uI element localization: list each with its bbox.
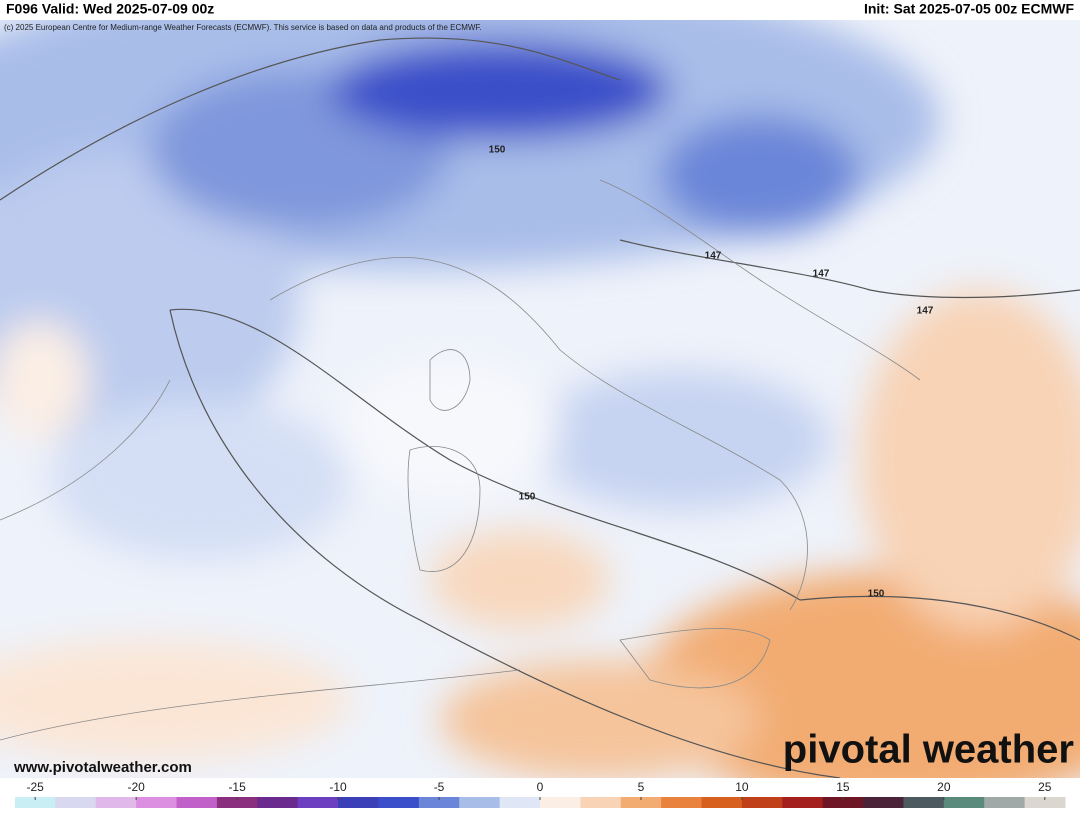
colorbar-tick-label: 15: [836, 780, 850, 794]
contour-label: 150: [519, 492, 536, 503]
colorbar-tick-label: 25: [1038, 780, 1052, 794]
header-left: F096 Valid: Wed 2025-07-09 00z: [6, 1, 214, 17]
copyright: (c) 2025 European Centre for Medium-rang…: [4, 23, 482, 32]
colorbar-tick-label: 20: [937, 780, 951, 794]
colorbar-segment: [943, 797, 985, 808]
colorbar-segment: [378, 797, 420, 808]
colorbar-segment: [176, 797, 218, 808]
colorbar-segment: [459, 797, 501, 808]
watermark: www.pivotalweather.com: [13, 759, 192, 776]
colorbar-segment: [136, 797, 178, 808]
header-bar: [0, 0, 1080, 20]
colorbar-segment: [782, 797, 824, 808]
colorbar-segment: [540, 797, 581, 808]
header-right: Init: Sat 2025-07-05 00z ECMWF: [864, 1, 1075, 17]
colorbar-segment: [984, 797, 1026, 808]
contour-label: 150: [868, 589, 885, 600]
coastlines: [0, 179, 921, 741]
colorbar-tick-label: -15: [228, 780, 246, 794]
colorbar-segment: [55, 797, 97, 808]
colorbar-segment: [903, 797, 945, 808]
colorbar-segment: [580, 797, 622, 808]
colorbar-segment: [620, 797, 662, 808]
colorbar-segment: [822, 797, 864, 808]
colorbar-tick-label: -5: [434, 780, 445, 794]
colorbar-tick-label: -20: [127, 780, 145, 794]
contour-label: 147: [813, 269, 830, 280]
colorbar-tick-label: 5: [638, 780, 645, 794]
colorbar-segment: [338, 797, 379, 808]
colorbar-tick-label: -10: [329, 780, 347, 794]
colorbar-tick-label: 0: [537, 780, 544, 794]
contours: [0, 37, 1080, 778]
logo: pivotal weather: [783, 728, 1074, 772]
colorbar-segment: [418, 797, 460, 808]
colorbar-segment: [1024, 797, 1066, 808]
colorbar-segment: [661, 797, 703, 808]
colorbar-segment: [15, 797, 56, 808]
colorbar-segment: [216, 797, 258, 808]
colorbar-segment: [701, 797, 743, 808]
colorbar-segment: [863, 797, 904, 808]
colorbar-segment: [297, 797, 339, 808]
colorbar-tick-label: 10: [735, 780, 749, 794]
colorbar-segment: [95, 797, 137, 808]
contour-label: 147: [705, 251, 722, 262]
colorbar-segment: [257, 797, 299, 808]
contour-label: 147: [917, 306, 934, 317]
colorbar-tick-label: -25: [27, 780, 45, 794]
colorbar-segment: [741, 797, 783, 808]
colorbar-segment: [499, 797, 541, 808]
contour-label: 150: [489, 145, 506, 156]
